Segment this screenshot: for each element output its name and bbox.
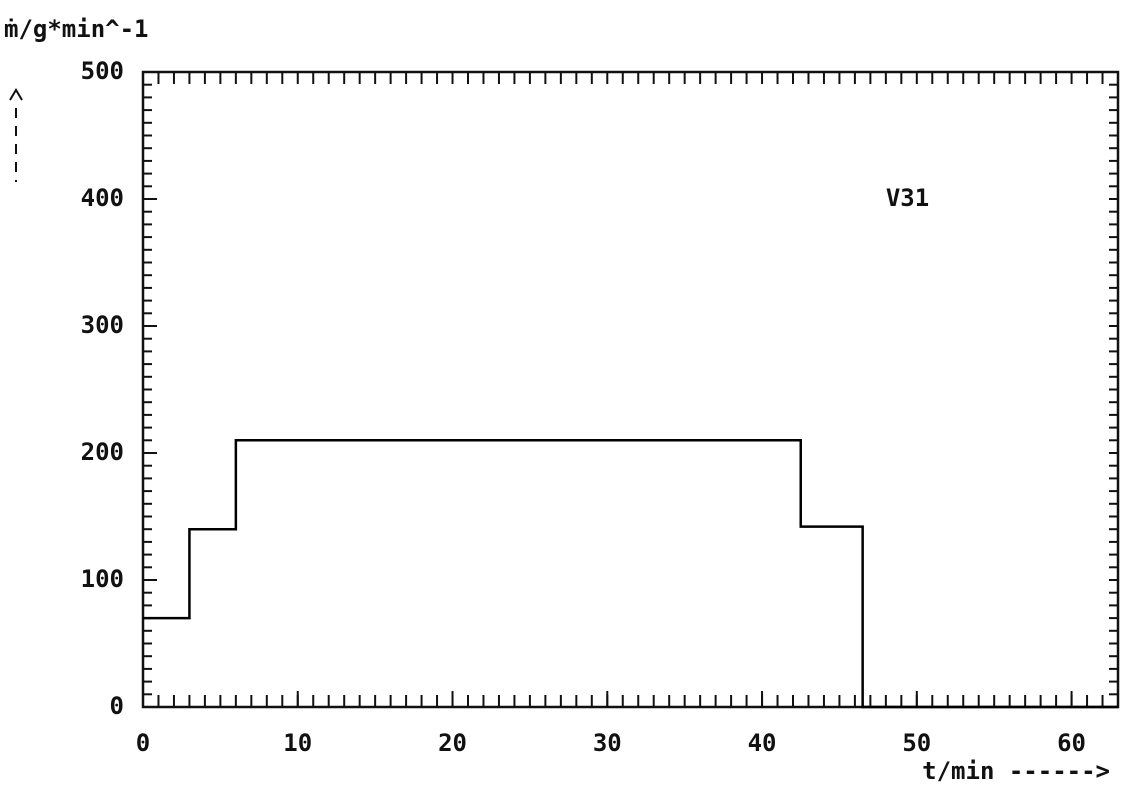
y-tick-label: 200 [81,438,124,466]
data-line [143,439,1118,709]
y-axis-label: ṁ/g*min^-1 [4,15,149,43]
y-tick-label: 0 [110,692,124,720]
plot-frame [141,70,1120,709]
x-tick-label: 30 [593,729,622,757]
y-tick-label: 300 [81,311,124,339]
x-tick-label: 40 [748,729,777,757]
x-tick-label: 10 [283,729,312,757]
annotation: V31 [886,184,929,212]
x-tick-label: 0 [136,729,150,757]
y-tick-label: 400 [81,184,124,212]
x-tick-label: 60 [1057,729,1086,757]
y-tick-label: 500 [81,57,124,85]
y-arrow [9,88,23,182]
y-tick-label: 100 [81,565,124,593]
x-tick-label: 20 [438,729,467,757]
x-axis-label: t/min ------> [922,757,1110,785]
x-tick-label: 50 [902,729,931,757]
